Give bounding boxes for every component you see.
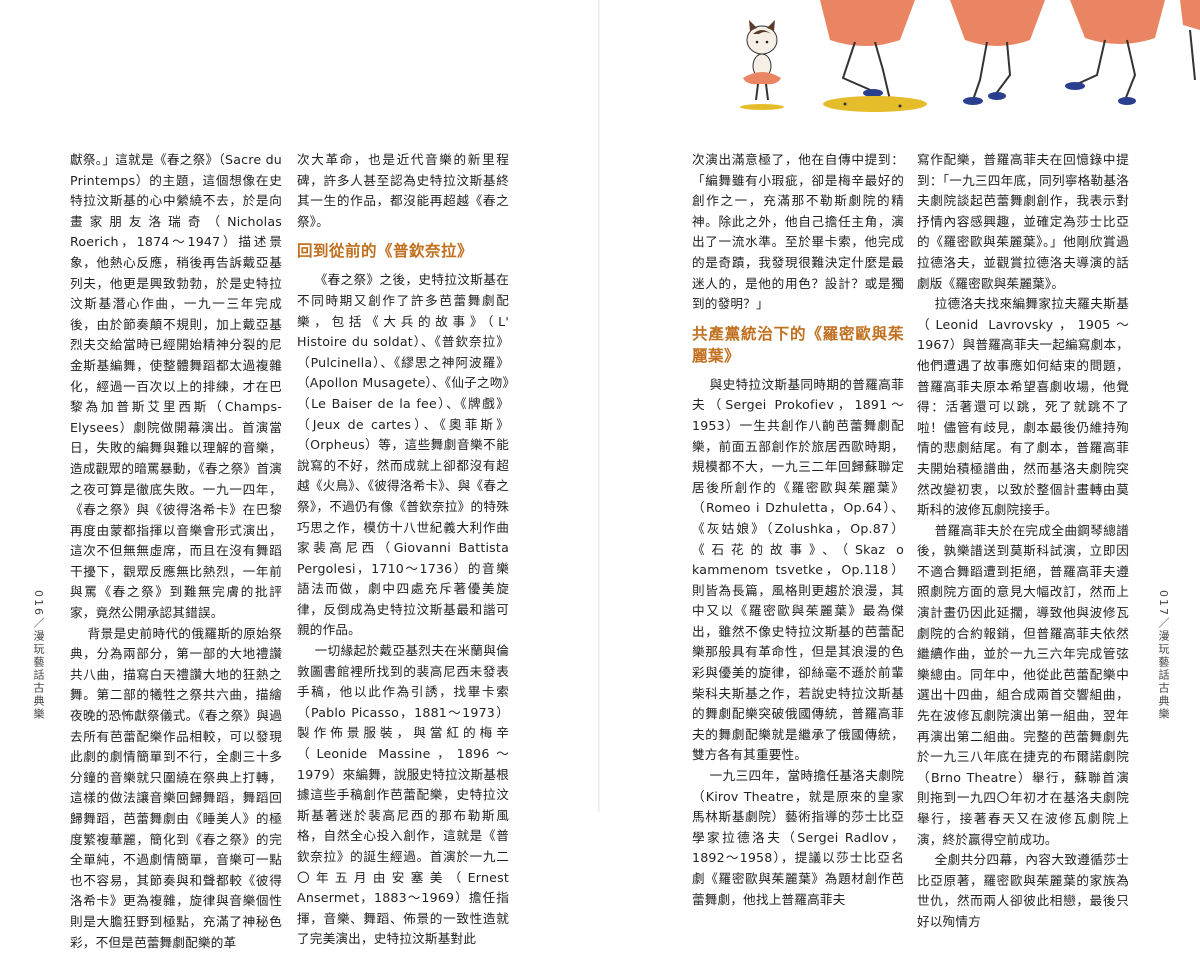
dancer-legs-icon bbox=[950, 0, 1045, 105]
page-number-left: 016／漫玩藝話古典樂 bbox=[32, 590, 45, 721]
paragraph: 普羅高菲夫於在完成全曲鋼琴總譜後，孰樂譜送到莫斯科試演，立即因不適合舞蹈遭到拒絕… bbox=[917, 522, 1129, 847]
paragraph: 拉德洛夫找來編舞家拉夫羅夫斯基（Leonid Lavrovsky，1905～19… bbox=[917, 296, 1129, 518]
dancer-legs-icon bbox=[1065, 0, 1200, 105]
section-heading: 回到從前的《普欽奈拉》 bbox=[297, 242, 474, 261]
paragraph: 《春之祭》之後，史特拉汶斯基在不同時期又創作了許多芭蕾舞劇配樂，包括《大兵的故事… bbox=[297, 272, 510, 638]
paragraph: 獻祭。」這就是《春之祭》（Sacre du Printemps）的主題，這個想像… bbox=[70, 152, 282, 621]
paragraph: 與史特拉汶斯基同時期的普羅高菲夫（Sergei Prokofiev，1891～1… bbox=[692, 376, 904, 763]
paragraph: 次演出滿意極了，他在自傳中提到：「編舞雖有小瑕疵，卻是梅辛最好的創作之一，充滿那… bbox=[692, 152, 904, 312]
dancer-legs-icon bbox=[820, 0, 927, 112]
paragraph: 全劇共分四幕，內容大致遵循莎士比亞原著，羅密歐與茱麗葉的家族為世仇，然而兩人卻彼… bbox=[917, 852, 1129, 929]
text-column-1: 獻祭。」這就是《春之祭》（Sacre du Printemps）的主題，這個想像… bbox=[70, 150, 282, 953]
paragraph: 寫作配樂，普羅高菲夫在回憶錄中提到：「一九三四年底，同列寧格勒基洛夫劇院談起芭蕾… bbox=[917, 152, 1129, 291]
page-number-right: 017／漫玩藝話古典樂 bbox=[1157, 590, 1170, 721]
text-column-4: 寫作配樂，普羅高菲夫在回憶錄中提到：「一九三四年底，同列寧格勒基洛夫劇院談起芭蕾… bbox=[917, 150, 1129, 933]
paragraph: 背景是史前時代的俄羅斯的原始祭典，分為兩部分，第一部的大地禮讚共八曲，描寫白天禮… bbox=[70, 625, 282, 950]
dancer-illustration bbox=[740, 0, 1200, 112]
section-heading: 共產黨統治下的《羅密歐與茱麗葉》 bbox=[692, 324, 904, 365]
paragraph: 一切緣起於戴亞基烈夫在米蘭與倫敦圖書館裡所找到的裴高尼西未發表手稿，他以此作為引… bbox=[297, 643, 509, 947]
page-gutter bbox=[598, 0, 600, 812]
text-column-2: 次大革命，也是近代音樂的新里程碑，許多人甚至認為史特拉汶斯基終其一生的作品，都沒… bbox=[297, 150, 509, 950]
cat-figure-icon bbox=[740, 20, 784, 110]
paragraph: 次大革命，也是近代音樂的新里程碑，許多人甚至認為史特拉汶斯基終其一生的作品，都沒… bbox=[297, 152, 509, 229]
magazine-spread: 獻祭。」這就是《春之祭》（Sacre du Printemps）的主題，這個想像… bbox=[32, 0, 1200, 950]
paragraph: 一九三四年，當時擔任基洛夫劇院（Kirov Theatre，就是原來的皇家馬林斯… bbox=[692, 768, 904, 907]
text-column-3: 次演出滿意極了，他在自傳中提到：「編舞雖有小瑕疵，卻是梅辛最好的創作之一，充滿那… bbox=[692, 150, 904, 910]
